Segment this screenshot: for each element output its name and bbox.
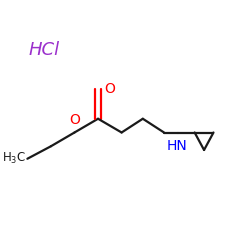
- Text: HCl: HCl: [28, 41, 60, 59]
- Text: HN: HN: [166, 139, 187, 153]
- Text: O: O: [69, 113, 80, 127]
- Text: O: O: [104, 82, 115, 96]
- Text: H$_3$C: H$_3$C: [2, 151, 26, 166]
